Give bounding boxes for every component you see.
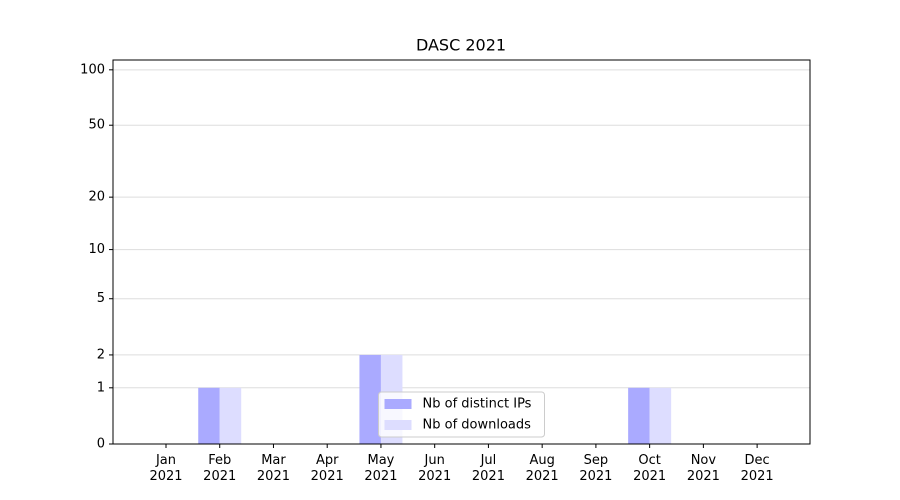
y-tick-label: 0: [97, 437, 105, 452]
x-tick-label: Aug 2021: [525, 453, 559, 484]
y-tick-label: 5: [97, 291, 105, 306]
bar: [219, 387, 242, 444]
y-tick-label: 20: [88, 190, 105, 205]
x-tick-label: Feb 2021: [203, 453, 237, 484]
y-tick-label: 1: [97, 380, 105, 395]
x-tick-label: Jun 2021: [418, 453, 452, 484]
x-tick-label: Mar 2021: [256, 453, 290, 484]
legend-swatch: [384, 399, 412, 409]
y-tick-label: 50: [88, 118, 105, 133]
bar: [359, 354, 381, 444]
y-tick-label: 10: [88, 242, 105, 257]
legend-label: Nb of downloads: [423, 418, 532, 433]
x-tick-label: Apr 2021: [310, 453, 344, 484]
legend-label: Nb of distinct IPs: [423, 397, 532, 412]
bar: [198, 387, 220, 444]
legend-swatch: [384, 420, 412, 430]
x-tick-label: Sep 2021: [579, 453, 613, 484]
legend-box: [378, 391, 545, 438]
chart-title: DASC 2021: [416, 36, 506, 55]
bar: [628, 387, 650, 444]
y-tick-label: 2: [97, 347, 105, 362]
x-tick-label: Oct 2021: [633, 453, 667, 484]
x-tick-label: Dec 2021: [740, 453, 774, 484]
bar: [649, 387, 672, 444]
x-tick-label: Jan 2021: [149, 453, 183, 484]
plot-frame: [112, 59, 811, 445]
y-tick-label: 100: [80, 62, 105, 77]
x-tick-label: May 2021: [364, 453, 398, 484]
x-tick-label: Jul 2021: [471, 453, 505, 484]
x-tick-label: Nov 2021: [686, 453, 720, 484]
